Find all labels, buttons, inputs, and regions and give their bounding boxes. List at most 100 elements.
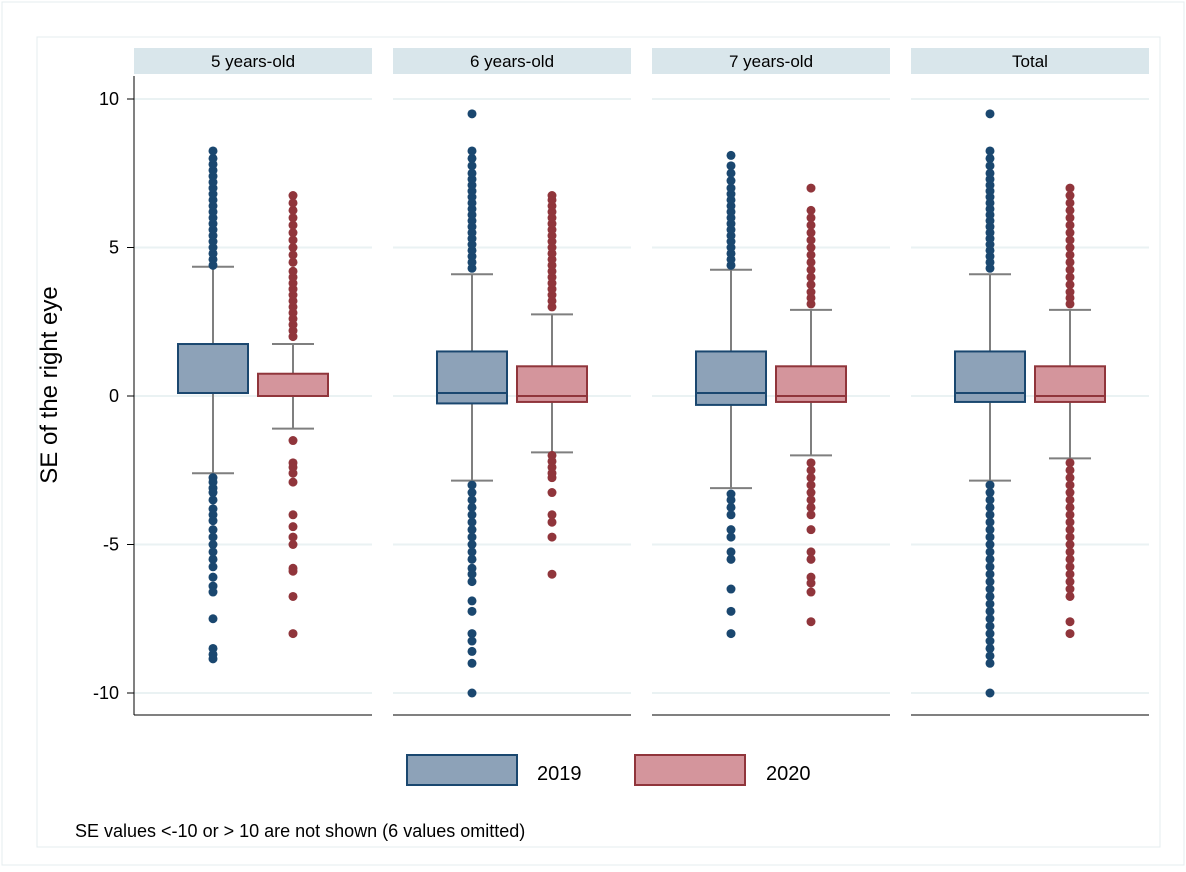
- box-2020: [1034, 183, 1106, 639]
- outlier-point: [467, 525, 477, 535]
- plot-frame: [36, 36, 1161, 848]
- outlier-point: [467, 636, 477, 646]
- outlier-point: [806, 510, 816, 520]
- outlier-point: [985, 599, 995, 609]
- outlier-point: [288, 591, 298, 601]
- outlier-point: [726, 176, 736, 186]
- outlier-point: [288, 436, 298, 446]
- outlier-point: [208, 495, 218, 505]
- outlier-point: [288, 532, 298, 542]
- outlier-point: [806, 587, 816, 597]
- outlier-point: [1065, 517, 1075, 527]
- outlier-point: [467, 658, 477, 668]
- outlier-point: [985, 621, 995, 631]
- outlier-point: [208, 562, 218, 572]
- outlier-point: [467, 532, 477, 542]
- box-2020: [257, 191, 329, 639]
- outlier-point: [985, 658, 995, 668]
- outlier-point: [806, 554, 816, 564]
- outlier-point: [208, 146, 218, 156]
- outlier-point: [1065, 213, 1075, 223]
- iqr-box: [257, 372, 329, 398]
- outlier-point: [467, 646, 477, 656]
- box-2020: [516, 191, 588, 579]
- outlier-point: [1065, 257, 1075, 267]
- outlier-point: [467, 146, 477, 156]
- outlier-point: [806, 250, 816, 260]
- outlier-point: [1065, 280, 1075, 290]
- outlier-point: [288, 235, 298, 245]
- outlier-point: [288, 243, 298, 252]
- outlier-point: [806, 272, 816, 282]
- legend: 2019 2020: [406, 754, 811, 786]
- y-tick-label: 0: [109, 386, 119, 406]
- outlier-point: [1065, 629, 1075, 639]
- outlier-point: [1065, 480, 1075, 490]
- outlier-point: [806, 617, 816, 627]
- outlier-point: [806, 287, 816, 297]
- outlier-point: [985, 517, 995, 527]
- outlier-point: [1065, 228, 1075, 238]
- grid-layer: [134, 98, 1149, 694]
- outlier-point: [467, 606, 477, 616]
- outlier-point: [547, 569, 557, 579]
- outlier-point: [985, 480, 995, 490]
- legend-label-2019: 2019: [537, 763, 582, 785]
- panel-7-years-old: 7 years-old: [652, 48, 890, 716]
- panel-6-years-old: 6 years-old: [393, 48, 631, 716]
- outlier-point: [288, 477, 298, 487]
- outlier-point: [985, 153, 995, 163]
- outlier-point: [726, 532, 736, 542]
- outlier-point: [985, 643, 995, 653]
- outlier-point: [806, 220, 816, 230]
- outlier-point: [985, 554, 995, 564]
- outlier-point: [1065, 554, 1075, 564]
- legend-swatch-2020: [634, 754, 746, 786]
- outlier-point: [726, 502, 736, 512]
- outlier-point: [288, 266, 298, 276]
- outlier-point: [1065, 465, 1075, 475]
- outlier-point: [1065, 510, 1075, 520]
- outlier-point: [1065, 287, 1075, 297]
- outlier-point: [726, 150, 736, 160]
- outlier-point: [467, 554, 477, 564]
- outlier-point: [288, 220, 298, 230]
- outlier-point: [208, 516, 218, 526]
- box-2019: [177, 146, 249, 664]
- panel-header: [134, 48, 372, 74]
- outlier-point: [806, 525, 816, 535]
- outlier-point: [985, 168, 995, 178]
- outlier-point: [467, 688, 477, 698]
- y-tick-label: -5: [103, 535, 119, 555]
- outlier-point: [985, 502, 995, 512]
- outlier-point: [467, 629, 477, 639]
- outlier-point: [985, 569, 995, 579]
- outlier-point: [726, 161, 736, 171]
- outlier-point: [467, 488, 477, 498]
- outlier-point: [208, 532, 218, 542]
- panel-total: Total: [911, 48, 1149, 716]
- outlier-point: [288, 198, 298, 208]
- outlier-point: [985, 584, 995, 594]
- outlier-point: [288, 250, 298, 260]
- y-axis: 10 5 0 -5 -10: [93, 76, 135, 715]
- outlier-point: [1065, 488, 1075, 498]
- outlier-point: [726, 547, 736, 557]
- outlier-point: [1065, 495, 1075, 505]
- outlier-point: [1065, 525, 1075, 535]
- outlier-point: [985, 161, 995, 171]
- outlier-point: [726, 183, 736, 193]
- outlier-point: [288, 629, 298, 639]
- outlier-point: [467, 569, 477, 579]
- outlier-point: [467, 540, 477, 549]
- outlier-point: [288, 257, 298, 267]
- outlier-point: [1065, 540, 1075, 549]
- outlier-point: [1065, 569, 1075, 579]
- outlier-point: [726, 606, 736, 616]
- outlier-point: [806, 480, 816, 490]
- outlier-point: [208, 554, 218, 564]
- outlier-point: [288, 468, 298, 478]
- outlier-point: [985, 688, 995, 698]
- outlier-point: [1065, 205, 1075, 215]
- outlier-point: [467, 109, 477, 119]
